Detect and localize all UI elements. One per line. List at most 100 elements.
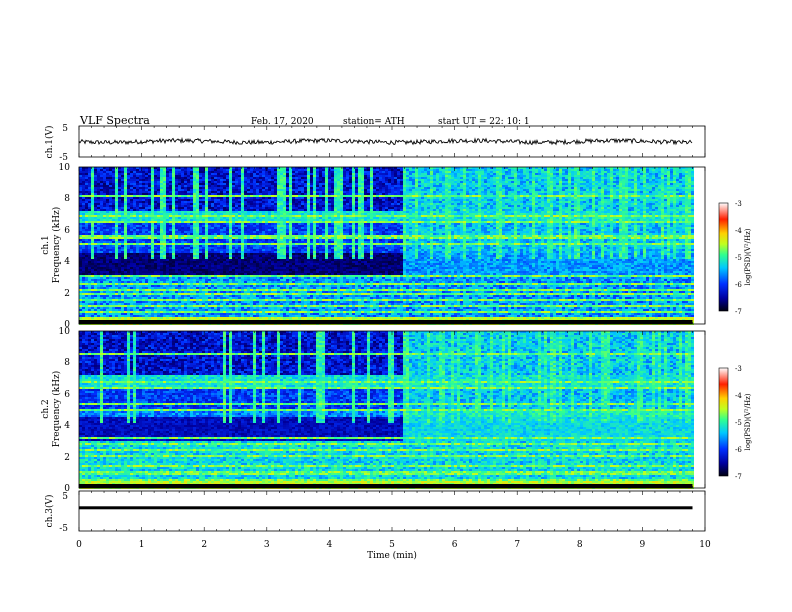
spectrogram-cell [127, 267, 130, 269]
spectrogram-cell [169, 291, 172, 293]
spectrogram-cell [79, 183, 82, 185]
spectrogram-cell [196, 265, 199, 267]
spectrogram-cell [247, 195, 250, 197]
spectrogram-cell [100, 229, 103, 231]
spectrogram-cell [241, 299, 244, 301]
spectrogram-cell [136, 175, 139, 177]
spectrogram-cell [172, 273, 175, 275]
spectrogram-cell [256, 305, 259, 307]
spectrogram-cell [220, 265, 223, 267]
spectrogram-cell [130, 221, 133, 223]
spectrogram-cell [148, 245, 151, 247]
spectrogram-cell [124, 201, 127, 203]
spectrogram-cell [79, 237, 82, 239]
spectrogram-cell [145, 275, 148, 277]
spectrogram-cell [256, 315, 259, 317]
spectrogram-cell [160, 201, 163, 203]
spectrogram-cell [172, 251, 175, 253]
spectrogram-cell [79, 219, 82, 221]
spectrogram-cell [250, 167, 253, 169]
spectrogram-cell [181, 249, 184, 251]
spectrogram-cell [178, 229, 181, 231]
spectrogram-cell [160, 247, 163, 249]
spectrogram-cell [175, 179, 178, 181]
spectrogram-cell [100, 217, 103, 219]
spectrogram-cell [205, 299, 208, 301]
spectrogram-cell [169, 239, 172, 241]
spectrogram-cell [262, 289, 265, 291]
spectrogram-cell [139, 295, 142, 297]
spectrogram-cell [82, 259, 85, 261]
spectrogram-cell [184, 167, 187, 169]
spectrogram-cell [157, 281, 160, 283]
spectrogram-cell [238, 167, 241, 169]
spectrogram-cell [82, 295, 85, 297]
spectrogram-cell [235, 279, 238, 281]
spectrogram-cell [202, 297, 205, 299]
spectrogram-cell [100, 225, 103, 227]
spectrogram-cell [82, 251, 85, 253]
spectrogram-cell [121, 195, 124, 197]
spectrogram-cell [88, 201, 91, 203]
spectrogram-cell [208, 203, 211, 205]
spectrogram-cell [169, 193, 172, 195]
spectrogram-cell [142, 169, 145, 171]
spectrogram-cell [253, 273, 256, 275]
spectrogram-cell [154, 249, 157, 251]
spectrogram-cell [241, 189, 244, 191]
spectrogram-cell [256, 177, 259, 179]
spectrogram-cell [148, 303, 151, 305]
spectrogram-cell [145, 285, 148, 287]
spectrogram-cell [130, 251, 133, 253]
spectrogram-cell [205, 201, 208, 203]
spectrogram-cell [133, 289, 136, 291]
spectrogram-cell [94, 213, 97, 215]
spectrogram-cell [190, 191, 193, 193]
spectrogram-cell [100, 227, 103, 229]
spectrogram-cell [262, 241, 265, 243]
spectrogram-cell [181, 265, 184, 267]
spectrogram-cell [253, 185, 256, 187]
spectrogram-cell [145, 315, 148, 317]
spectrogram-cell [235, 195, 238, 197]
spectrogram-cell [253, 275, 256, 277]
spectrogram-cell [220, 273, 223, 275]
spectrogram-cell [85, 185, 88, 187]
spectrogram-cell [121, 223, 124, 225]
spectrogram-cell [217, 205, 220, 207]
spectrogram-cell [130, 199, 133, 201]
spectrogram-cell [97, 271, 100, 273]
spectrogram-cell [154, 301, 157, 303]
spectrogram-cell [160, 285, 163, 287]
spectrogram-cell [217, 277, 220, 279]
spectrogram-cell [136, 241, 139, 243]
spectrogram-cell [226, 247, 229, 249]
spectrogram-cell [217, 257, 220, 259]
spectrogram-cell [244, 173, 247, 175]
spectrogram-cell [151, 297, 154, 299]
spectrogram-cell [253, 267, 256, 269]
spectrogram-cell [196, 237, 199, 239]
spectrogram-cell [241, 253, 244, 255]
spectrogram-cell [163, 311, 166, 313]
spectrogram-cell [97, 183, 100, 185]
spectrogram-cell [226, 251, 229, 253]
spectrogram-cell [232, 311, 235, 313]
spectrogram-cell [124, 259, 127, 261]
spectrogram-cell [235, 199, 238, 201]
spectrogram-cell [178, 191, 181, 193]
spectrogram-cell [181, 275, 184, 277]
spectrogram-cell [97, 225, 100, 227]
spectrogram-cell [136, 313, 139, 315]
spectrogram-cell [130, 217, 133, 219]
spectrogram-cell [148, 265, 151, 267]
spectrogram-cell [100, 271, 103, 273]
spectrogram-cell [139, 175, 142, 177]
spectrogram-cell [208, 219, 211, 221]
spectrogram-cell [112, 191, 115, 193]
spectrogram-cell [148, 171, 151, 173]
spectrogram-cell [214, 291, 217, 293]
spectrogram-cell [118, 247, 121, 249]
spectrogram-cell [88, 283, 91, 285]
spectrogram-cell [208, 207, 211, 209]
